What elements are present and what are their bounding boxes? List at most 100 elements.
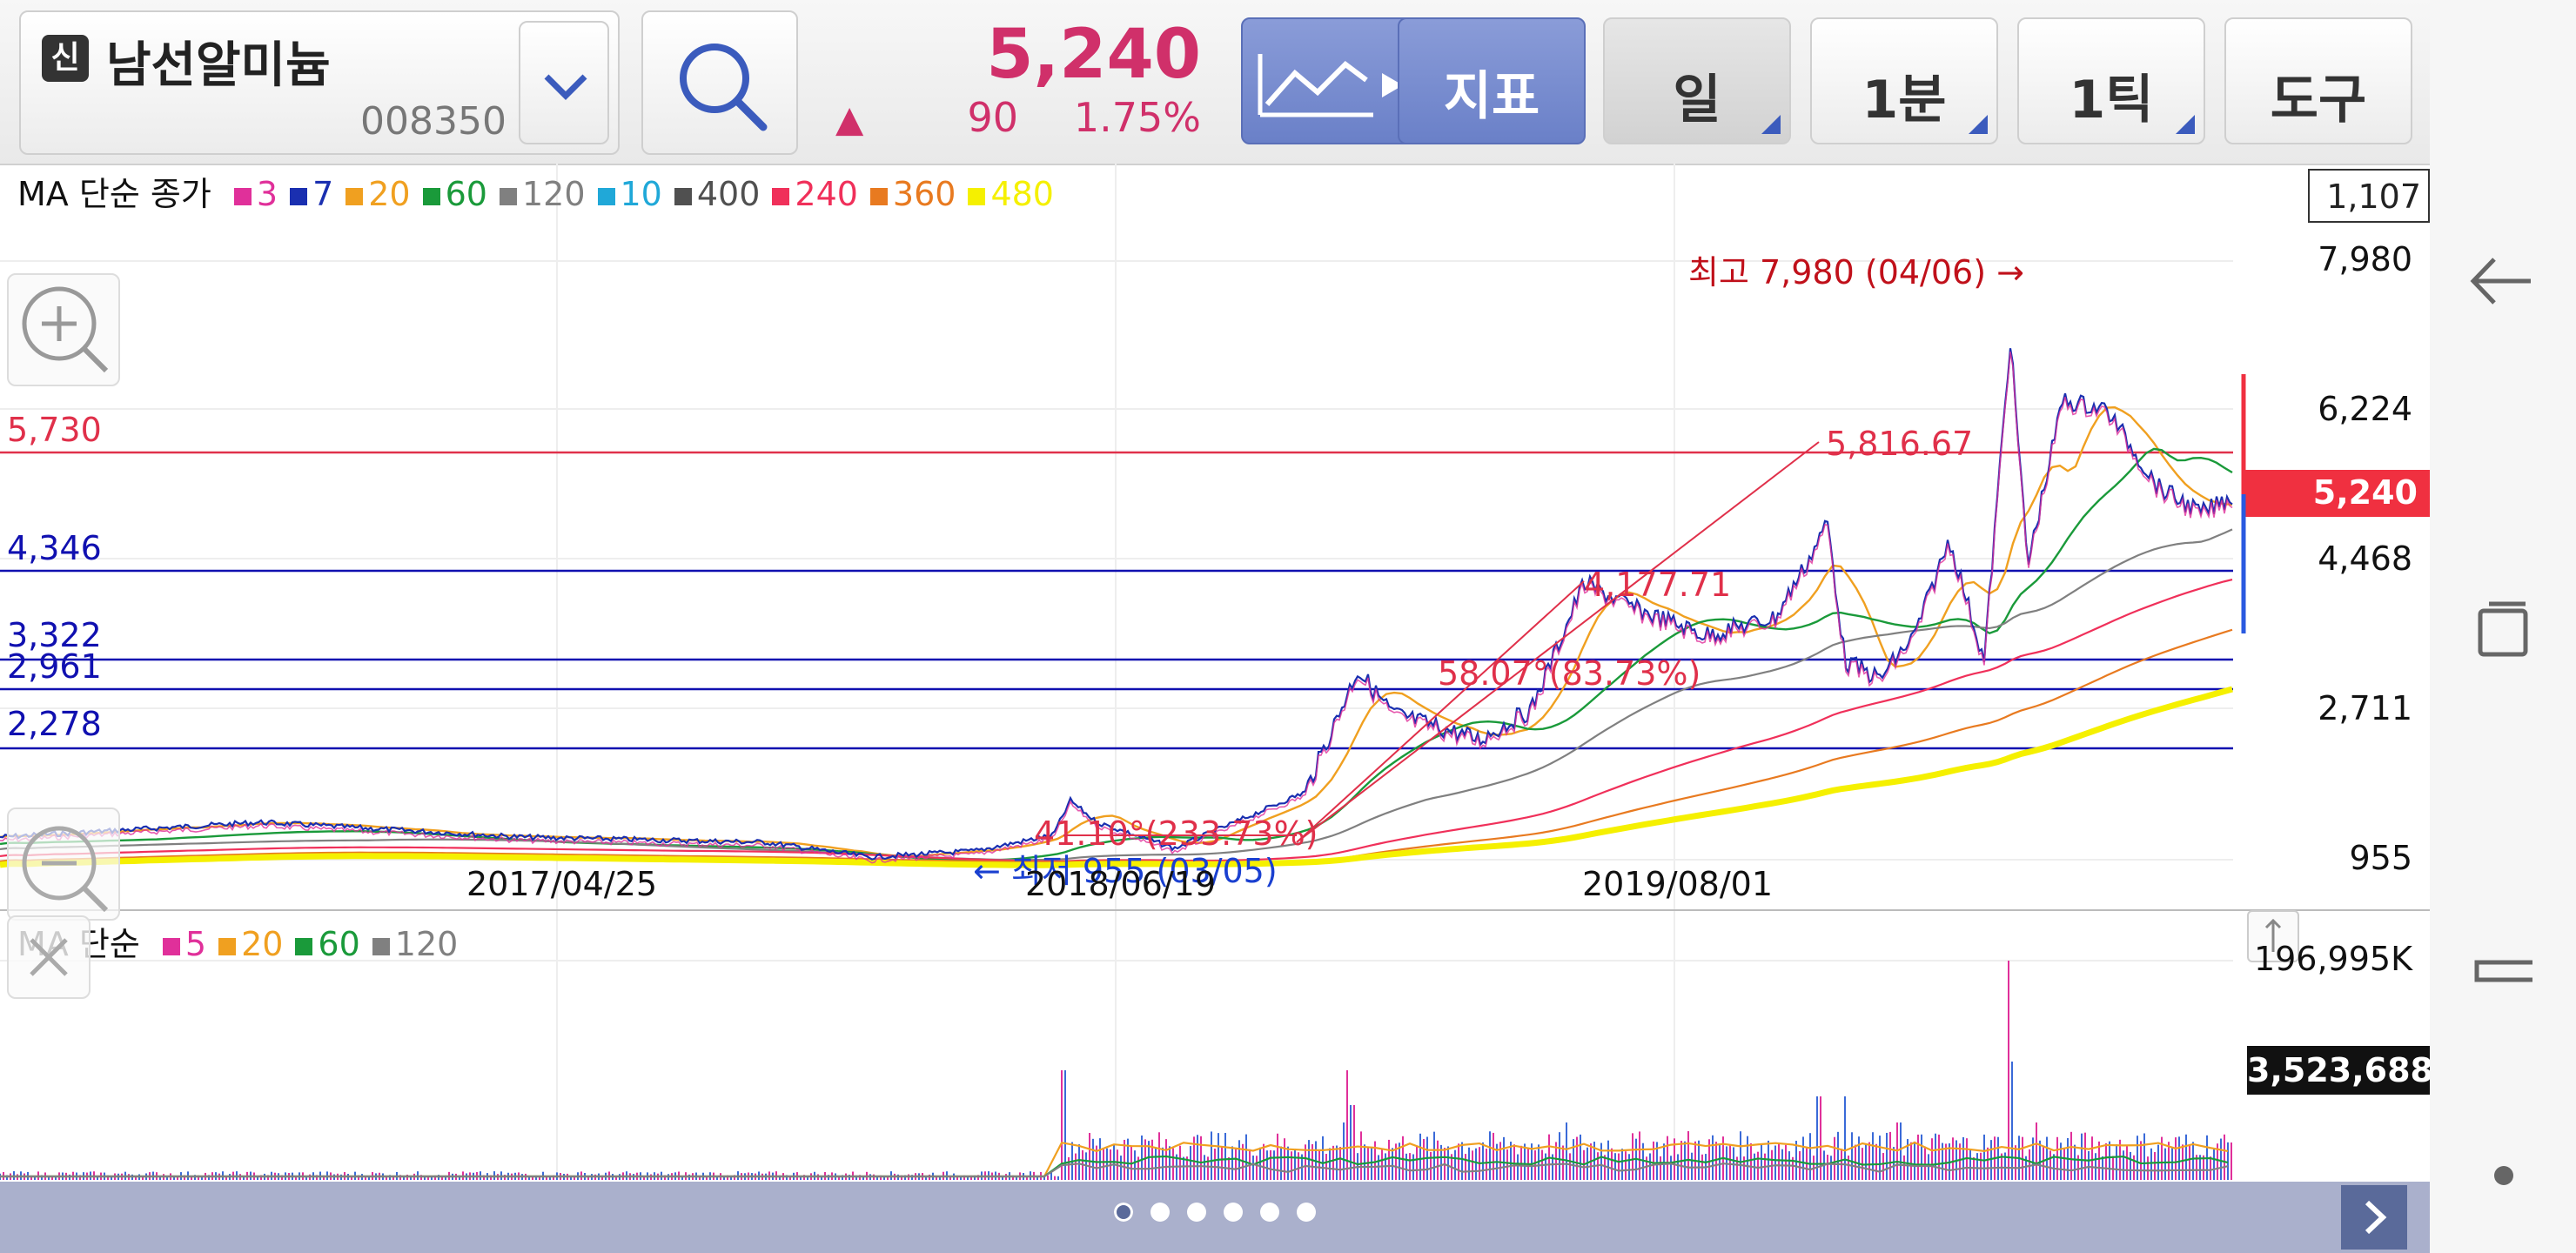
- page-dot[interactable]: [1224, 1203, 1243, 1222]
- current-price: 5,240: [986, 16, 1201, 94]
- indicator-button[interactable]: 지표: [1398, 17, 1586, 144]
- indicator-label: 지표: [1443, 66, 1540, 127]
- tick-button[interactable]: 1틱: [2017, 17, 2205, 144]
- angle-label-1: 58.07°(83.73%): [1438, 654, 1701, 693]
- zoom-out-icon: [22, 826, 109, 913]
- trend-lines: [1063, 441, 1820, 843]
- home-icon[interactable]: [2472, 957, 2536, 1009]
- top-value: 1,107: [2326, 178, 2421, 216]
- y-tick: 7,980: [2318, 240, 2412, 278]
- zoom-in-button[interactable]: [7, 273, 120, 386]
- volume-current: 3,523,688: [2247, 1051, 2433, 1089]
- ma-series: [0, 578, 2233, 862]
- current-price-marker: [2245, 470, 2430, 517]
- zoom-in-icon: [22, 286, 109, 373]
- y-tick: 4,468: [2318, 539, 2412, 578]
- legend-label: 360: [892, 175, 956, 213]
- chart-type-button[interactable]: [1241, 17, 1424, 144]
- page-dot[interactable]: [1260, 1203, 1279, 1222]
- legend-label: 5: [184, 925, 207, 963]
- page-dot[interactable]: [1114, 1203, 1133, 1222]
- y-tick: 6,224: [2318, 390, 2412, 428]
- legend-swatch: [597, 187, 615, 205]
- legend-swatch: [422, 187, 440, 205]
- price-change: 90: [967, 94, 1018, 141]
- fib-label-4177: 4,177.71: [1584, 566, 1732, 604]
- minute-button[interactable]: 1분: [1810, 17, 1998, 144]
- fib-label-5816: 5,816.67: [1826, 425, 1974, 463]
- y-tick: 2,711: [2318, 689, 2412, 727]
- page-dot[interactable]: [1187, 1203, 1206, 1222]
- trend-line: [1296, 580, 1585, 843]
- top-toolbar: 신 남선알미늄 008350 5,240 ▲ 90 1.75% 지표 일 1분 …: [0, 0, 2430, 165]
- page-dot[interactable]: [1297, 1203, 1316, 1222]
- top-value-box: 1,107: [2308, 169, 2430, 223]
- back-icon[interactable]: [2468, 251, 2538, 312]
- level-label: 4,346: [7, 529, 102, 567]
- legend-label: 240: [795, 175, 858, 213]
- zoom-out-button[interactable]: [7, 807, 120, 921]
- change-arrow: ▲: [835, 97, 864, 140]
- ma3-series: [0, 352, 2233, 864]
- credit-badge: 신: [42, 35, 89, 82]
- legend-swatch: [233, 187, 252, 205]
- chevron-down-icon: [544, 74, 587, 100]
- price-line: [0, 348, 2233, 864]
- page-indicator[interactable]: [1105, 1203, 1325, 1225]
- legend-label: 480: [990, 175, 1054, 213]
- price-change-pct: 1.75%: [1073, 94, 1201, 141]
- close-button[interactable]: [7, 915, 91, 999]
- recent-apps-icon[interactable]: [2477, 600, 2529, 658]
- high-annotation: 최고 7,980 (04/06) →: [1688, 253, 2024, 291]
- period-day-button[interactable]: 일: [1603, 17, 1791, 144]
- legend-swatch: [372, 937, 390, 955]
- low-annotation: ← 최저 955 (03/05): [973, 852, 1278, 890]
- close-icon: [30, 938, 68, 976]
- system-nav-bar: [2430, 0, 2576, 1253]
- price-ma-legend[interactable]: MA 단순 종가 3 7 20 60 120 10 400 240 360 480: [17, 167, 1054, 215]
- volume-ma-series: [0, 1163, 2229, 1178]
- legend-label: 7: [312, 175, 334, 213]
- search-icon: [680, 44, 768, 131]
- page-dot[interactable]: [1150, 1203, 1170, 1222]
- legend-label: 120: [521, 175, 586, 213]
- moving-average-lines: [0, 405, 2233, 868]
- line-chart-icon: [1258, 54, 1403, 117]
- legend-swatch: [772, 187, 790, 205]
- search-button[interactable]: [641, 10, 798, 155]
- tools-button[interactable]: 도구: [2224, 17, 2412, 144]
- corner-indicator-icon: [2176, 115, 2195, 134]
- stock-name: 남선알미늄: [106, 37, 331, 94]
- ma-series: [0, 447, 2233, 861]
- angle-label-2: 41.10°(233.73%): [1034, 814, 1318, 853]
- legend-swatch: [295, 937, 313, 955]
- legend-label: 20: [241, 925, 284, 963]
- trend-line: [1296, 441, 1820, 843]
- legend-label: 20: [368, 175, 411, 213]
- level-label: 5,730: [7, 411, 102, 449]
- corner-indicator-icon: [1969, 115, 1988, 134]
- legend-swatch: [290, 187, 308, 205]
- next-page-button[interactable]: [2341, 1185, 2407, 1250]
- legend-swatch: [674, 187, 692, 205]
- legend-swatch: [218, 937, 237, 955]
- legend-swatch: [869, 187, 888, 205]
- corner-indicator-icon: [1761, 115, 1781, 134]
- level-label: 2,961: [7, 647, 102, 686]
- stock-dropdown-button[interactable]: [519, 21, 609, 144]
- minute-label: 1분: [1862, 70, 1947, 131]
- tools-label: 도구: [2270, 70, 2367, 131]
- level-label: 2,278: [7, 705, 102, 743]
- chart-grid: [0, 164, 2430, 1180]
- level-label: 3,322: [7, 616, 102, 654]
- stock-code: 008350: [360, 99, 506, 144]
- volume-bars: [0, 961, 2232, 1180]
- resize-button[interactable]: [2247, 910, 2299, 962]
- x-tick: 2019/08/01: [1582, 865, 1774, 903]
- x-tick: 2018/06/19: [1025, 865, 1217, 903]
- ma-series: [0, 528, 2233, 861]
- price-chart[interactable]: [0, 164, 2430, 1182]
- x-tick: 2017/04/25: [466, 865, 658, 903]
- ma-series: [0, 686, 2233, 868]
- legend-title: MA 단순 종가: [17, 175, 211, 213]
